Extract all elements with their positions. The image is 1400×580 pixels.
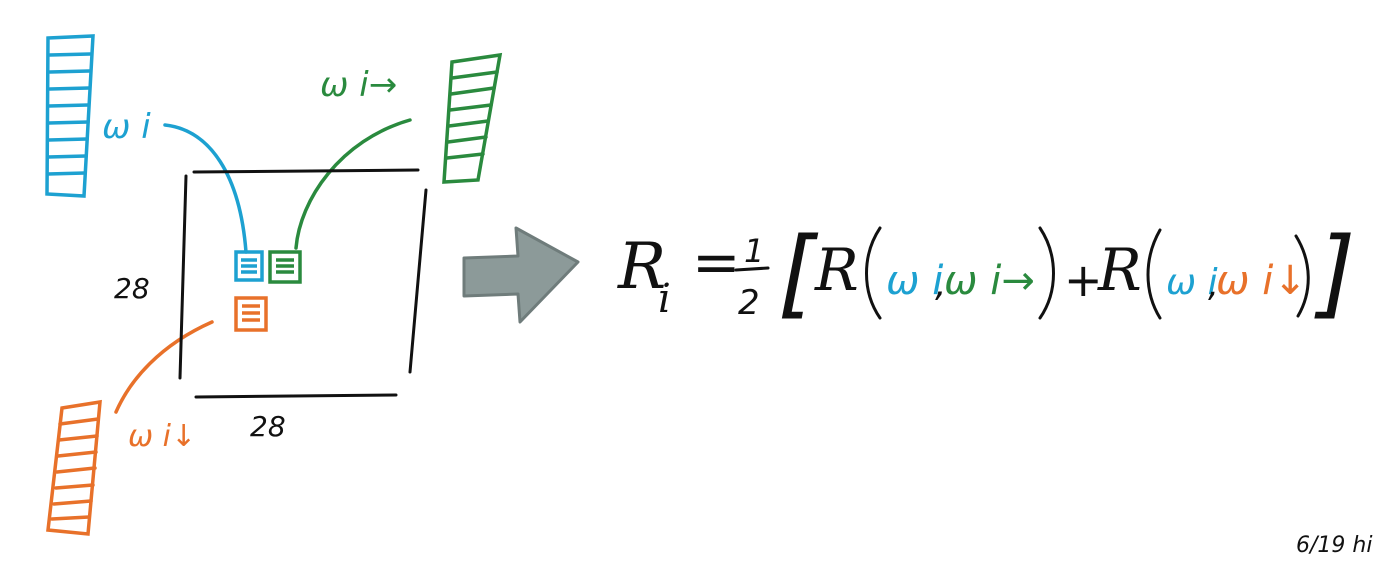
term2-open-paren [1146, 228, 1162, 320]
term1-open-paren [865, 226, 882, 320]
green-connector-line [294, 118, 412, 250]
term1-separator: , [935, 264, 946, 305]
grid-height-label: 28 [114, 272, 150, 305]
term2-arg1: ω i [1166, 262, 1218, 303]
blue-vector-label: ω i [102, 107, 151, 147]
grid-width-label: 28 [250, 410, 286, 443]
green-vector-label: ω i→ [320, 65, 397, 105]
equation: R i = 1 2 [ R ω i , ω i→ + R ω i , ω i↓ … [617, 217, 1355, 329]
blue-vector [45, 34, 95, 198]
term1-arg1: ω i [886, 258, 943, 304]
term1-close-paren [1038, 226, 1055, 320]
equation-lhs-subscript: i [658, 276, 671, 322]
term2-func: R [1097, 236, 1142, 304]
fraction-numerator: 1 [744, 232, 764, 270]
term2-close-paren [1294, 234, 1310, 318]
open-bracket: [ [778, 217, 819, 329]
grid-square [178, 168, 428, 399]
pixel-cell-orange [234, 296, 268, 332]
orange-connector-line [114, 320, 214, 414]
equation-plus: + [1064, 253, 1103, 307]
term1-arg2: ω i→ [944, 258, 1035, 304]
blue-connector-line [163, 123, 248, 254]
equation-equals: = [692, 228, 741, 296]
equation-lhs: R [617, 230, 666, 304]
pixel-cell-blue [234, 250, 264, 282]
close-bracket: ] [1314, 217, 1355, 329]
orange-vector [46, 399, 102, 536]
term2-arg2: ω i↓ [1216, 258, 1307, 304]
right-arrow-icon [462, 226, 580, 324]
orange-vector-label: ω i↓ [128, 419, 196, 454]
date-signature: 6/19 hi [1296, 533, 1372, 558]
pixel-cell-green [268, 250, 302, 284]
fraction-denominator: 2 [738, 283, 760, 323]
term2-separator: , [1208, 265, 1219, 305]
fraction-bar [734, 266, 770, 272]
green-vector [442, 52, 503, 184]
term1-func: R [814, 236, 859, 304]
